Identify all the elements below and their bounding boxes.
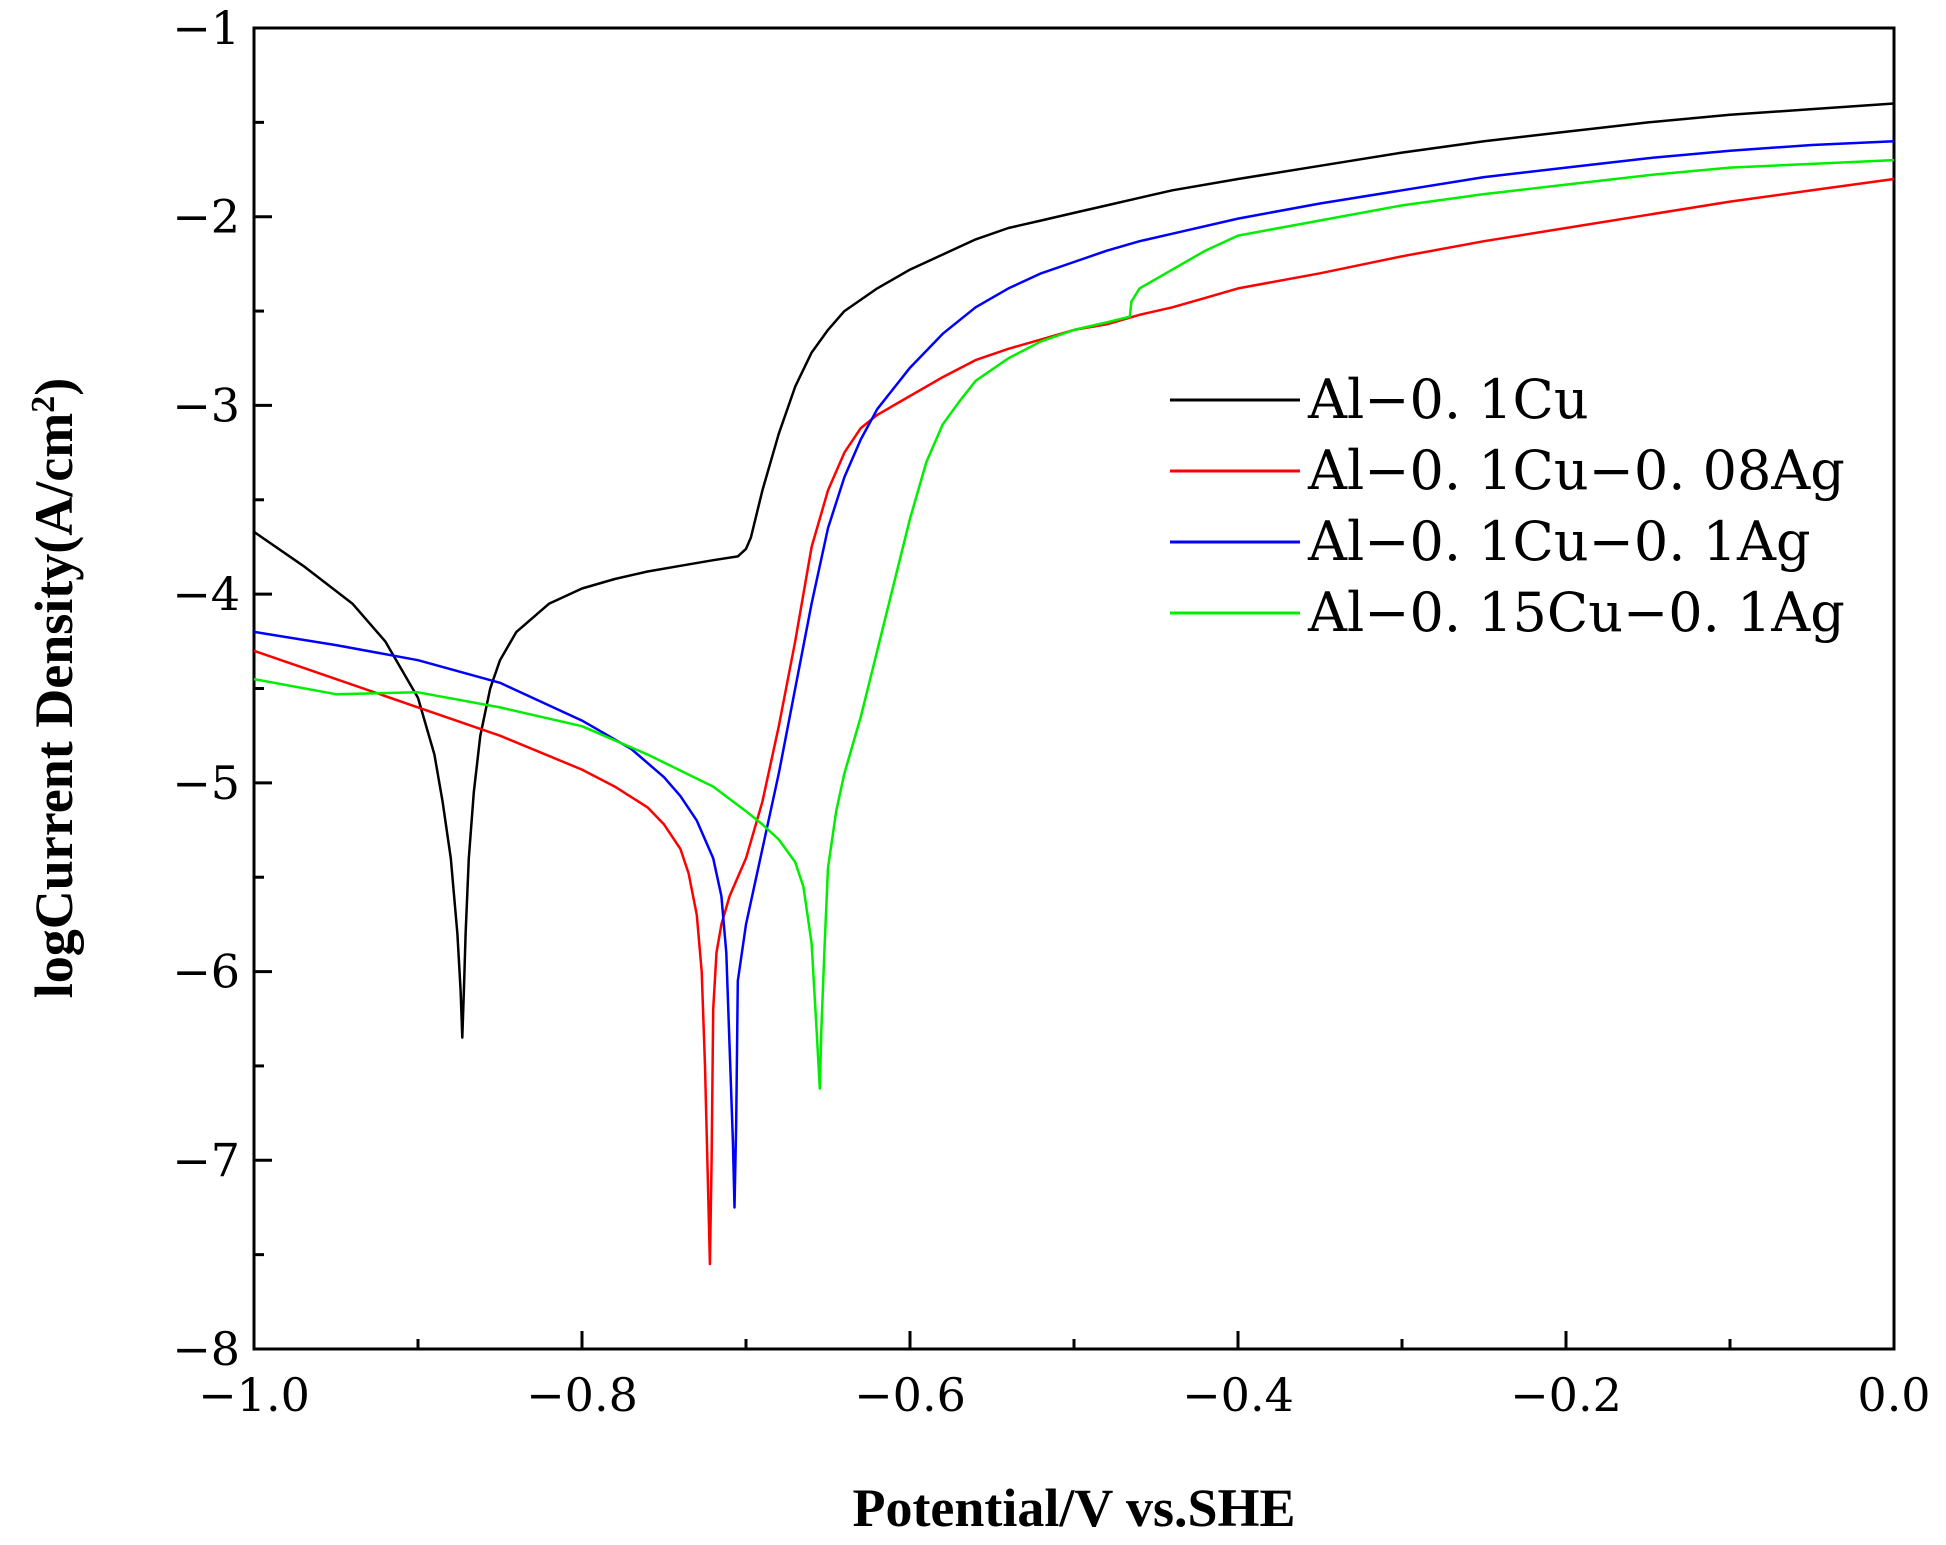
y-axis-title: logCurrent Density(A/cm2): [24, 378, 84, 998]
x-axis-title: Potential/V vs.SHE: [852, 1478, 1295, 1538]
y-tick-label: −2: [172, 190, 240, 244]
legend-label: Al−0. 15Cu−0. 1Ag: [1307, 581, 1845, 644]
y-axis-title-close: ): [24, 378, 84, 396]
y-tick-label: −1: [172, 1, 240, 55]
legend-label: Al−0. 1Cu−0. 1Ag: [1307, 510, 1811, 573]
x-tick-label: −1.0: [198, 1368, 310, 1422]
y-tick-label: −5: [172, 756, 240, 810]
legend-label: Al−0. 1Cu−0. 08Ag: [1307, 439, 1845, 502]
series-layer: [253, 102, 1895, 1266]
legend: Al−0. 1Cu Al−0. 1Cu−0. 08Ag Al−0. 1Cu−0. 1…: [1170, 368, 1845, 644]
x-tick-label: 0.0: [1857, 1368, 1930, 1422]
x-tick-label: −0.8: [526, 1368, 638, 1422]
legend-label: Al−0. 1Cu: [1307, 368, 1589, 431]
y-tick-label: −4: [172, 567, 240, 621]
y-tick-label: −8: [172, 1322, 240, 1376]
y-axis-title-unit: (A/cm: [24, 413, 84, 554]
series-line-3: [253, 139, 1895, 1209]
series-line-4: [253, 158, 1895, 1090]
series-line-2: [253, 177, 1895, 1266]
y-axis-title-main: logCurrent Density: [24, 554, 84, 998]
x-tick-label: −0.2: [1510, 1368, 1622, 1422]
y-tick-label: −3: [172, 378, 240, 432]
series-line-1: [253, 102, 1895, 1039]
x-tick-label: −0.6: [854, 1368, 966, 1422]
y-tick-label: −7: [172, 1133, 240, 1187]
axis-ticks: −1.0 −0.8 −0.6 −0.4 −0.2 0.0 −8 −7 −6 −5 −4 −3 −2 −1: [172, 1, 1930, 1422]
y-tick-label: −6: [172, 945, 240, 999]
y-axis-title-superscript: 2: [25, 396, 62, 413]
plot-frame: [252, 26, 1896, 1351]
x-tick-label: −0.4: [1182, 1368, 1294, 1422]
